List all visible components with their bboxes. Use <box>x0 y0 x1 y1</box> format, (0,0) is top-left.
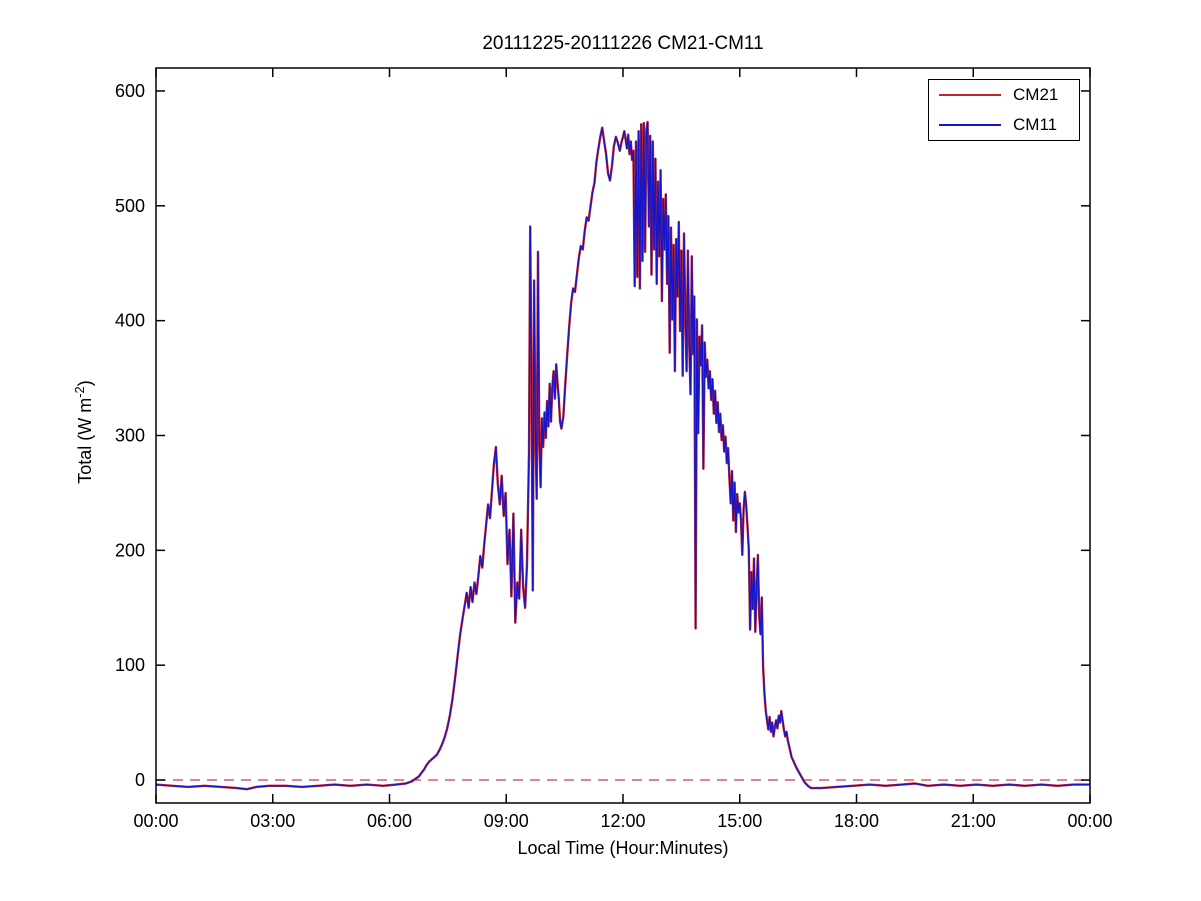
y-axis-label-prefix: Total (W m <box>75 397 95 484</box>
cm11-line <box>155 121 1090 790</box>
cm21-line <box>155 120 1090 791</box>
cm11-legend-line <box>939 124 1001 126</box>
x-tick-label: 00:00 <box>133 811 178 831</box>
y-tick-label: 500 <box>115 196 145 216</box>
y-tick-label: 100 <box>115 655 145 675</box>
cm21-legend-label: CM21 <box>1013 85 1059 104</box>
legend-item-cm21: CM21 <box>929 80 1079 110</box>
y-tick-label: 200 <box>115 540 145 560</box>
y-axis-label-suffix: ) <box>75 380 95 387</box>
y-tick-label: 0 <box>135 770 145 790</box>
x-tick-label: 03:00 <box>250 811 295 831</box>
y-axis-label: Total (W m-2) <box>72 380 96 484</box>
cm11-legend-label: CM11 <box>1013 115 1058 134</box>
y-axis-label-superscript: -2 <box>72 386 87 398</box>
y-tick-label: 400 <box>115 311 145 331</box>
legend: CM21 CM11 <box>928 79 1080 141</box>
x-tick-label: 18:00 <box>834 811 879 831</box>
cm21-legend-line <box>939 94 1001 96</box>
x-axis-label: Local Time (Hour:Minutes) <box>517 838 729 858</box>
x-tick-label: 00:00 <box>1067 811 1112 831</box>
x-tick-label: 21:00 <box>951 811 996 831</box>
x-tick-label: 09:00 <box>484 811 529 831</box>
x-tick-label: 06:00 <box>367 811 412 831</box>
x-tick-label: 12:00 <box>600 811 645 831</box>
y-tick-label: 600 <box>115 81 145 101</box>
axis-box <box>155 67 1091 804</box>
y-tick-label: 300 <box>115 426 145 446</box>
legend-item-cm11: CM11 <box>929 110 1079 140</box>
chart-title: 20111225-20111226 CM21-CM11 <box>482 33 764 54</box>
x-tick-label: 15:00 <box>717 811 762 831</box>
